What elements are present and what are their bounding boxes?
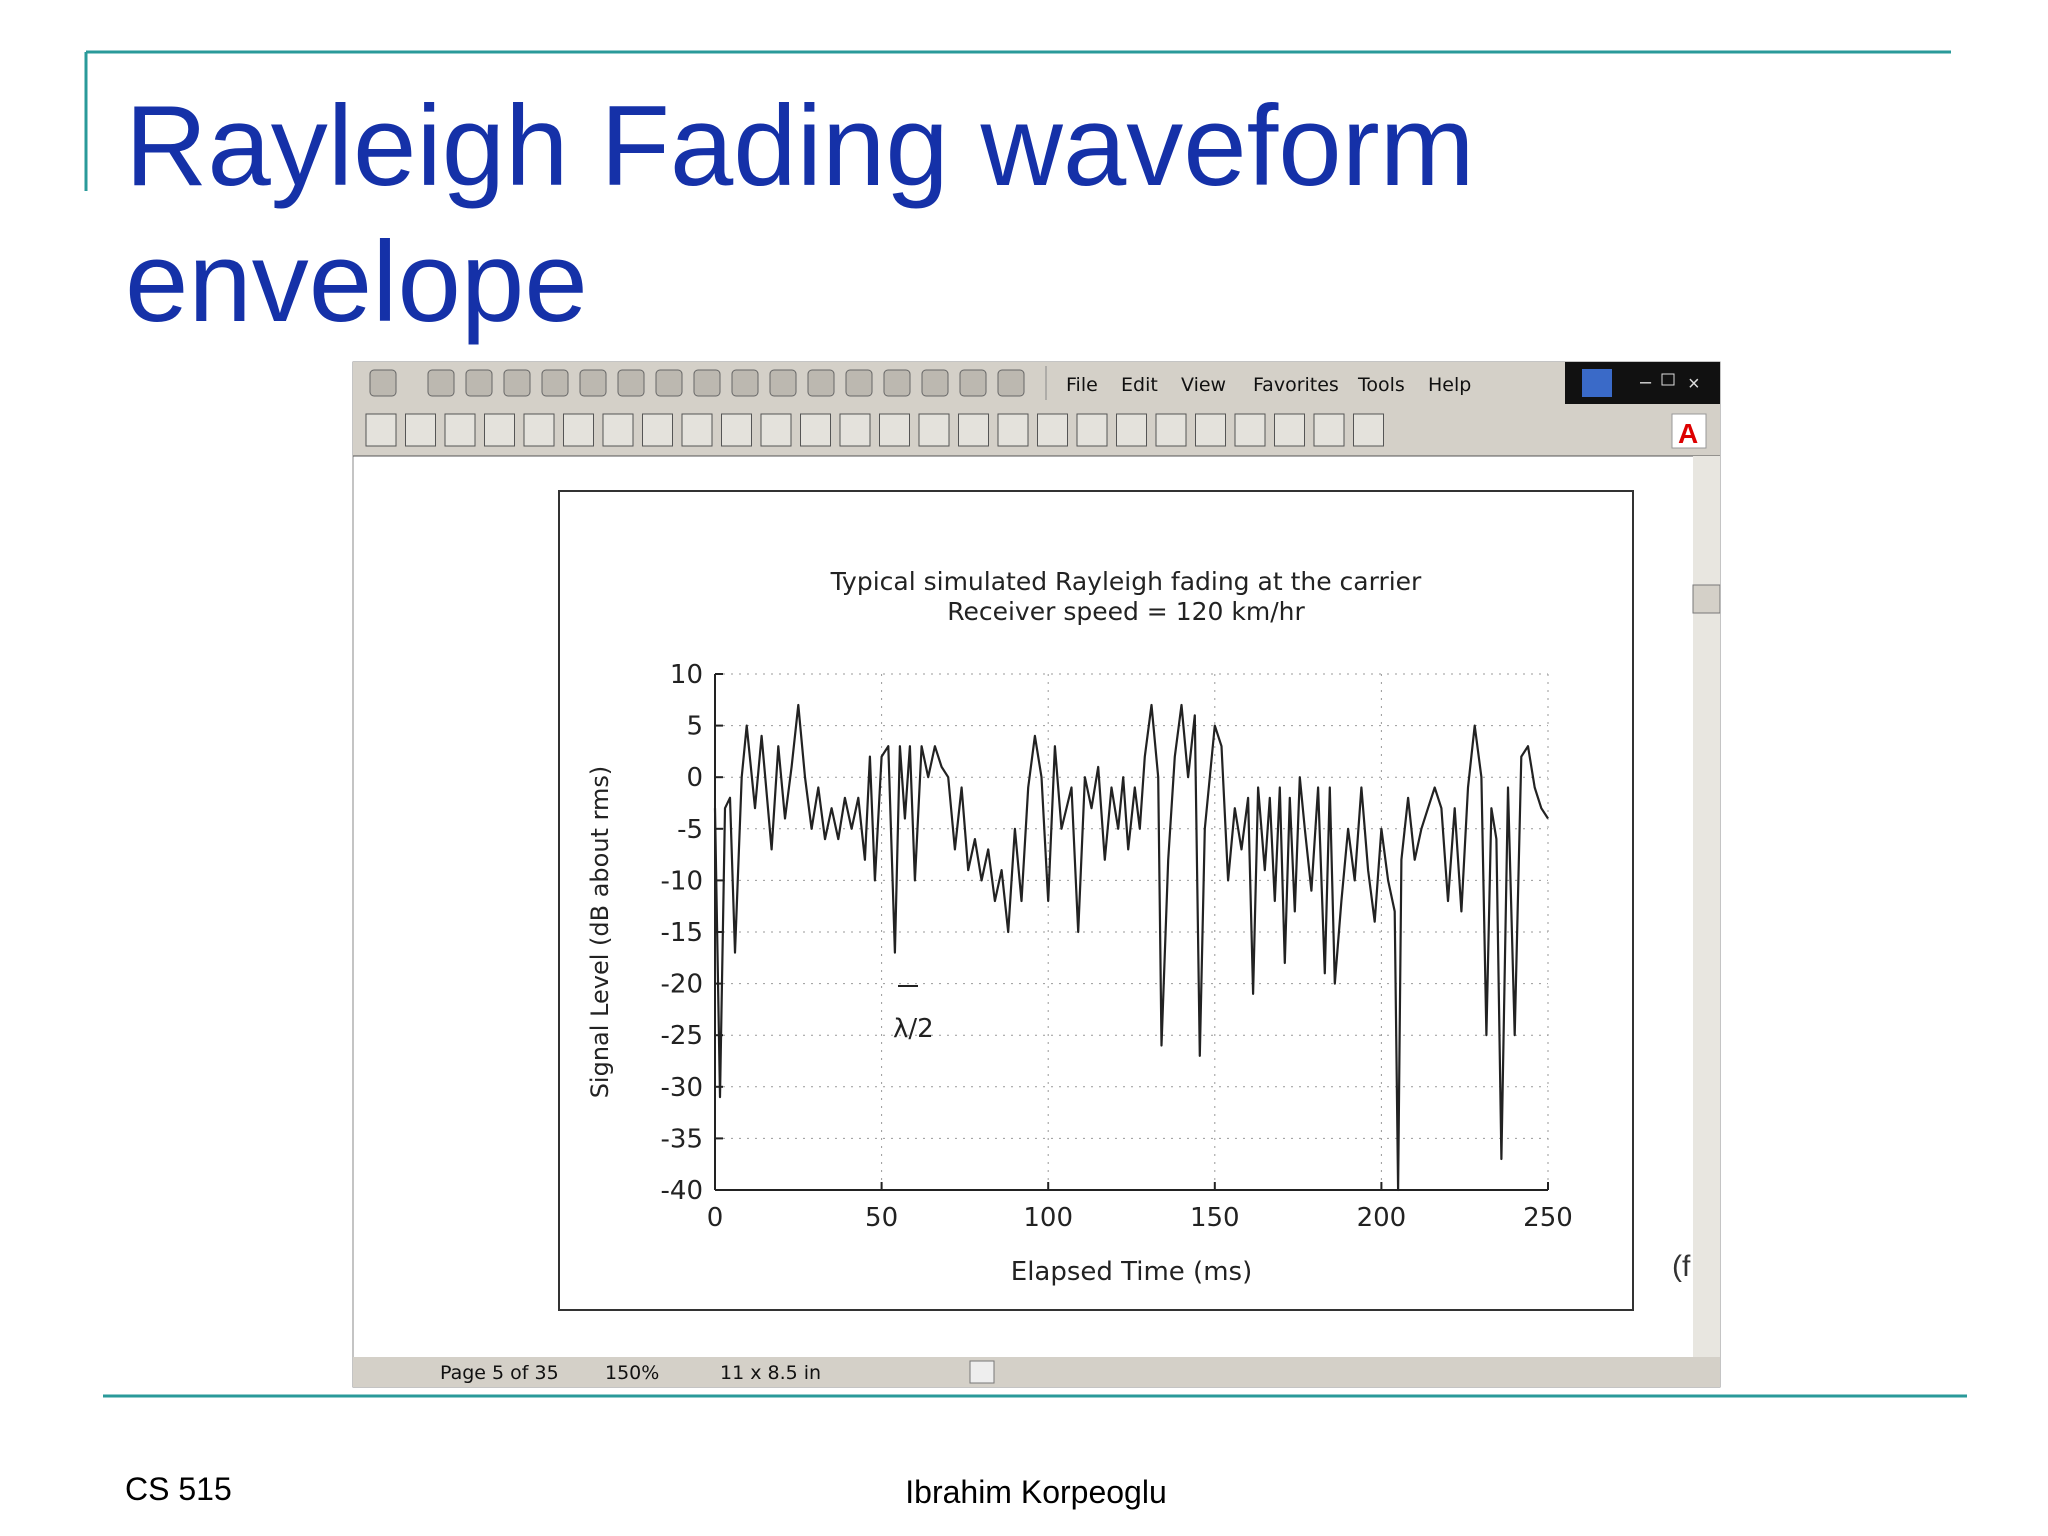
cropped-caption: (f <box>1672 1250 1691 1283</box>
reader-button[interactable] <box>760 413 792 447</box>
x-tick-label: 50 <box>865 1203 898 1233</box>
reader-button[interactable] <box>444 413 476 447</box>
toolbar-button[interactable] <box>693 369 721 397</box>
scroll-thumb-h[interactable] <box>969 1360 995 1384</box>
menu-item[interactable]: Favorites <box>1253 374 1339 396</box>
x-tick-label: 200 <box>1357 1203 1407 1233</box>
reader-button[interactable] <box>405 413 436 447</box>
reader-button[interactable] <box>1313 413 1345 447</box>
chart-subtitle: Receiver speed = 120 km/hr <box>947 597 1305 626</box>
toolbar-button[interactable] <box>731 369 759 397</box>
x-tick-label: 100 <box>1023 1203 1073 1233</box>
slide-title: Rayleigh Fading waveform <box>125 83 1475 210</box>
chart-title: Typical simulated Rayleigh fading at the… <box>830 567 1422 596</box>
toolbar-reader <box>353 404 1720 456</box>
reader-button[interactable] <box>721 413 752 447</box>
restore-button[interactable] <box>1661 373 1675 386</box>
reader-button[interactable] <box>997 413 1029 447</box>
waveform-line <box>713 703 1549 1192</box>
reader-button[interactable] <box>1116 413 1147 447</box>
reader-button[interactable] <box>1076 413 1108 447</box>
toolbar-button[interactable] <box>465 369 493 397</box>
status-bar <box>353 1357 1720 1387</box>
reader-button[interactable] <box>1274 413 1305 447</box>
reader-button[interactable] <box>839 413 871 447</box>
x-axis-label: Elapsed Time (ms) <box>1011 1257 1252 1287</box>
reader-button[interactable] <box>879 413 910 447</box>
x-tick-label: 0 <box>707 1203 724 1233</box>
reader-button[interactable] <box>563 413 594 447</box>
footer-course: CS 515 <box>125 1471 232 1507</box>
toolbar-button[interactable] <box>541 369 569 397</box>
windows-logo <box>1582 369 1612 397</box>
reader-button[interactable] <box>1037 413 1068 447</box>
y-tick-label: -10 <box>661 866 703 896</box>
y-tick-label: 10 <box>670 660 703 690</box>
toolbar-button[interactable] <box>503 369 531 397</box>
y-axis-label: Signal Level (dB about rms) <box>586 766 614 1099</box>
reader-button[interactable] <box>523 413 555 447</box>
y-tick-label: -20 <box>661 970 703 1000</box>
reader-button[interactable] <box>800 413 831 447</box>
y-tick-label: -35 <box>661 1124 703 1154</box>
reader-button[interactable] <box>1155 413 1187 447</box>
toolbar-button[interactable] <box>427 369 455 397</box>
reader-button[interactable] <box>1353 413 1384 447</box>
menu-item[interactable]: View <box>1181 374 1226 396</box>
status-field[interactable]: 150% <box>605 1362 659 1384</box>
y-tick-label: -25 <box>661 1021 703 1051</box>
toolbar-button[interactable] <box>369 369 397 397</box>
toolbar-button[interactable] <box>921 369 949 397</box>
y-tick-label: -15 <box>661 918 703 948</box>
scroll-thumb[interactable] <box>1692 584 1721 614</box>
menu-item[interactable]: Tools <box>1357 374 1405 396</box>
annotation: λ/2 <box>893 1014 934 1044</box>
toolbar-button[interactable] <box>997 369 1025 397</box>
menu-item[interactable]: Help <box>1428 374 1471 396</box>
adobe-button[interactable] <box>1671 413 1707 449</box>
toolbar-button[interactable] <box>845 369 873 397</box>
toolbar-button[interactable] <box>617 369 645 397</box>
minimize-button[interactable]: – <box>1640 371 1652 393</box>
close-button[interactable]: × <box>1688 373 1700 395</box>
y-tick-label: 0 <box>686 763 703 793</box>
y-tick-label: 5 <box>686 712 703 742</box>
status-field[interactable]: Page 5 of 35 <box>440 1362 559 1384</box>
adobe-logo: A <box>1678 418 1698 449</box>
toolbar-button[interactable] <box>807 369 835 397</box>
y-tick-label: -5 <box>677 815 703 845</box>
x-tick-label: 250 <box>1523 1203 1573 1233</box>
reader-button[interactable] <box>918 413 950 447</box>
toolbar-button[interactable] <box>655 369 683 397</box>
footer-author: Ibrahim Korpeoglu <box>905 1474 1166 1510</box>
toolbar-button[interactable] <box>769 369 797 397</box>
y-tick-label: -40 <box>661 1176 703 1206</box>
reader-button[interactable] <box>642 413 673 447</box>
reader-button[interactable] <box>958 413 989 447</box>
reader-button[interactable] <box>602 413 634 447</box>
menu-item[interactable]: File <box>1066 374 1098 396</box>
slide-title: envelope <box>125 219 588 346</box>
reader-button[interactable] <box>1234 413 1266 447</box>
status-field[interactable]: 11 x 8.5 in <box>720 1362 821 1384</box>
reader-button[interactable] <box>1195 413 1226 447</box>
toolbar-button[interactable] <box>883 369 911 397</box>
reader-button[interactable] <box>365 413 397 447</box>
x-tick-label: 150 <box>1190 1203 1240 1233</box>
reader-button[interactable] <box>484 413 515 447</box>
menu-item[interactable]: Edit <box>1121 374 1158 396</box>
y-tick-label: -30 <box>661 1073 703 1103</box>
toolbar-button[interactable] <box>959 369 987 397</box>
toolbar-button[interactable] <box>579 369 607 397</box>
reader-button[interactable] <box>681 413 713 447</box>
